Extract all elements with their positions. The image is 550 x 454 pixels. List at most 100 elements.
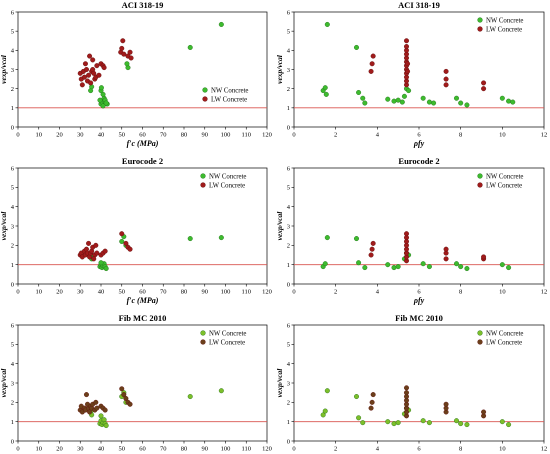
y-tick-label: 0	[11, 438, 14, 445]
x-axis-label: f′c (MPa)	[127, 139, 159, 148]
y-tick-label: 1	[11, 419, 14, 426]
plot-frame	[17, 11, 268, 128]
lw-concrete-point	[119, 45, 125, 51]
nw-concrete-point	[218, 21, 224, 27]
legend-label: NW Concrete	[486, 173, 523, 180]
nw-concrete-point	[119, 238, 125, 244]
y-axis-label: vexp/vcal	[0, 54, 8, 84]
x-tick-label: 8	[459, 289, 462, 296]
lw-concrete-point	[443, 68, 449, 74]
lw-concrete-point	[121, 51, 127, 57]
x-tick-label: 0	[292, 446, 295, 453]
nw-concrete-point	[362, 265, 368, 271]
lw-concrete-point	[127, 49, 133, 55]
legend-marker	[477, 330, 483, 336]
nw-concrete-point	[187, 236, 193, 242]
nw-concrete-point	[420, 261, 426, 267]
x-tick-label: 4	[376, 446, 380, 453]
x-tick-label: 60	[139, 132, 146, 139]
legend-marker	[477, 17, 483, 23]
y-tick-label: 5	[287, 185, 290, 192]
lw-concrete-point	[86, 240, 92, 246]
nw-concrete-point	[320, 412, 326, 418]
nw-concrete-point	[98, 260, 104, 266]
nw-concrete-point	[362, 100, 368, 106]
x-axis-label: ρfy	[413, 139, 425, 148]
legend-label: NW Concrete	[211, 87, 248, 94]
nw-concrete-point	[356, 89, 362, 95]
y-tick-label: 4	[287, 204, 291, 211]
lw-concrete-point	[86, 72, 92, 78]
x-tick-label: 100	[221, 132, 231, 139]
legend-label: NW Concrete	[486, 330, 523, 337]
nw-concrete-point	[323, 91, 329, 97]
y-tick-label: 3	[287, 67, 290, 74]
y-axis-label: vexp/vcal	[275, 211, 284, 241]
x-tick-label: 60	[139, 289, 146, 296]
nw-concrete-point	[354, 394, 360, 400]
nw-concrete-point	[454, 261, 460, 267]
lw-concrete-point	[404, 38, 410, 44]
x-tick-label: 90	[202, 446, 209, 453]
lw-concrete-point	[370, 53, 376, 59]
lw-concrete-point	[83, 66, 89, 72]
x-tick-label: 4	[376, 289, 380, 296]
y-tick-label: 0	[287, 124, 290, 131]
nw-concrete-point	[454, 418, 460, 424]
x-tick-label: 80	[181, 446, 188, 453]
x-tick-label: 20	[56, 132, 63, 139]
x-tick-label: 60	[139, 446, 146, 453]
y-tick-label: 4	[11, 361, 15, 368]
nw-concrete-point	[426, 99, 432, 105]
nw-concrete-point	[395, 420, 401, 426]
x-tick-label: 12	[541, 446, 548, 453]
x-tick-label: 40	[98, 132, 105, 139]
nw-concrete-point	[356, 260, 362, 266]
nw-concrete-point	[360, 420, 366, 426]
nw-concrete-point	[399, 99, 405, 105]
y-tick-label: 1	[11, 262, 14, 269]
x-tick-label: 2	[334, 446, 337, 453]
y-tick-label: 4	[287, 48, 291, 55]
nw-concrete-point	[218, 235, 224, 241]
nw-concrete-point	[426, 264, 432, 270]
nw-concrete-point	[322, 85, 328, 91]
x-tick-label: 0	[292, 132, 295, 139]
chart-title: ACI 318-19	[122, 0, 164, 10]
x-tick-label: 70	[160, 132, 167, 139]
legend-label: NW Concrete	[209, 330, 246, 337]
x-tick-label: 0	[16, 289, 19, 296]
legend-marker	[200, 330, 206, 336]
lw-concrete-point	[91, 256, 97, 262]
x-tick-label: 110	[241, 446, 251, 453]
chart-title: ACI 318-19	[398, 0, 440, 10]
lw-concrete-point	[369, 399, 375, 405]
x-tick-label: 40	[98, 446, 105, 453]
lw-concrete-point	[127, 401, 133, 407]
y-tick-label: 5	[11, 28, 14, 35]
y-tick-label: 6	[11, 9, 15, 16]
x-axis-label: f′c (MPa)	[127, 296, 159, 305]
lw-concrete-point	[370, 240, 376, 246]
x-tick-label: 100	[221, 289, 231, 296]
lw-concrete-point	[119, 231, 125, 237]
lw-concrete-point	[443, 401, 449, 407]
x-tick-label: 10	[499, 289, 506, 296]
nw-concrete-point	[406, 88, 412, 94]
x-tick-label: 70	[160, 446, 167, 453]
x-tick-label: 90	[202, 132, 209, 139]
y-tick-label: 3	[11, 67, 14, 74]
x-tick-label: 2	[334, 289, 337, 296]
x-tick-label: 6	[417, 289, 421, 296]
legend-label: LW Concrete	[211, 96, 247, 103]
lw-concrete-point	[368, 68, 374, 74]
lw-concrete-point	[101, 65, 107, 71]
x-tick-label: 30	[77, 446, 84, 453]
x-tick-label: 80	[181, 132, 188, 139]
nw-concrete-point	[506, 98, 512, 104]
y-tick-label: 6	[287, 9, 291, 16]
y-tick-label: 1	[287, 262, 290, 269]
